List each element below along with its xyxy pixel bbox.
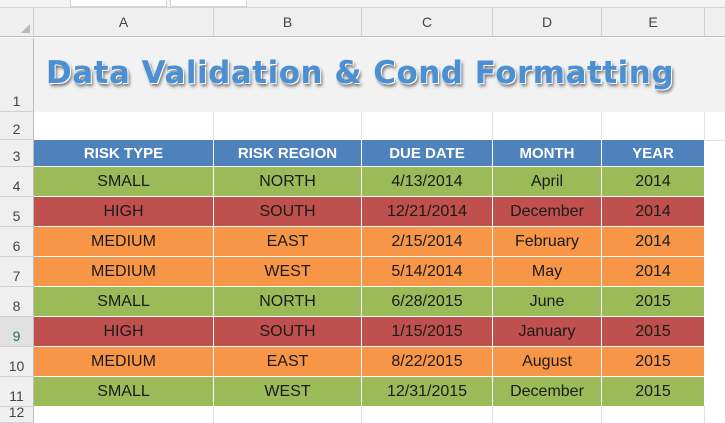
cell-month[interactable]: June xyxy=(493,287,602,317)
cell-due-date[interactable]: 12/31/2015 xyxy=(362,377,493,407)
cell-month[interactable]: December xyxy=(493,377,602,407)
sheet-tab[interactable] xyxy=(170,0,247,7)
cell-risk-region[interactable]: WEST xyxy=(214,257,362,287)
title-cell[interactable] xyxy=(34,38,725,112)
row-header-6[interactable]: 6 xyxy=(0,227,34,257)
cell-month[interactable]: April xyxy=(493,167,602,197)
row-header-9[interactable]: 9 xyxy=(0,317,34,347)
cell-due-date[interactable]: 2/15/2014 xyxy=(362,227,493,257)
column-headers: A B C D E xyxy=(0,8,725,38)
column-header-e[interactable]: E xyxy=(602,8,705,37)
cell-year[interactable]: 2014 xyxy=(602,167,705,197)
empty-row[interactable] xyxy=(34,112,725,141)
cell-year[interactable]: 2014 xyxy=(602,257,705,287)
empty-row[interactable] xyxy=(34,406,725,423)
column-header-d[interactable]: D xyxy=(493,8,602,37)
cell-risk-type[interactable]: MEDIUM xyxy=(34,257,214,287)
row-header-1[interactable]: 1 xyxy=(0,38,34,112)
cell-month[interactable]: August xyxy=(493,347,602,377)
header-risk-region[interactable]: RISK REGION xyxy=(214,140,362,167)
cell-risk-region[interactable]: SOUTH xyxy=(214,317,362,347)
header-risk-type[interactable]: RISK TYPE xyxy=(34,140,214,167)
cell-due-date[interactable]: 5/14/2014 xyxy=(362,257,493,287)
row-header-8[interactable]: 8 xyxy=(0,287,34,317)
row-header-5[interactable]: 5 xyxy=(0,197,34,227)
cell-year[interactable]: 2014 xyxy=(602,197,705,227)
cell-risk-region[interactable]: NORTH xyxy=(214,167,362,197)
sheet-tabs-strip xyxy=(0,0,725,8)
cell-year[interactable]: 2015 xyxy=(602,377,705,407)
sheet-tab[interactable] xyxy=(70,0,167,7)
row-header-7[interactable]: 7 xyxy=(0,257,34,287)
header-year[interactable]: YEAR xyxy=(602,140,705,167)
cell-due-date[interactable]: 6/28/2015 xyxy=(362,287,493,317)
row-header-12[interactable]: 12 xyxy=(0,404,34,423)
cell-month[interactable]: February xyxy=(493,227,602,257)
cell-month[interactable]: May xyxy=(493,257,602,287)
header-due-date[interactable]: DUE DATE xyxy=(362,140,493,167)
column-header-c[interactable]: C xyxy=(362,8,493,37)
cell-risk-region[interactable]: NORTH xyxy=(214,287,362,317)
cell-risk-type[interactable]: HIGH xyxy=(34,197,214,227)
cell-risk-type[interactable]: SMALL xyxy=(34,377,214,407)
column-header-b[interactable]: B xyxy=(214,8,362,37)
cell-month[interactable]: December xyxy=(493,197,602,227)
cell-year[interactable]: 2014 xyxy=(602,227,705,257)
sheet-title: Data Validation & Cond Formatting xyxy=(46,55,675,91)
cell-year[interactable]: 2015 xyxy=(602,287,705,317)
cell-risk-region[interactable]: EAST xyxy=(214,347,362,377)
cell-risk-type[interactable]: SMALL xyxy=(34,287,214,317)
cell-risk-region[interactable]: EAST xyxy=(214,227,362,257)
row-header-2[interactable]: 2 xyxy=(0,112,34,140)
cell-month[interactable]: January xyxy=(493,317,602,347)
cell-year[interactable]: 2015 xyxy=(602,317,705,347)
row-header-10[interactable]: 10 xyxy=(0,347,34,377)
cell-due-date[interactable]: 4/13/2014 xyxy=(362,167,493,197)
cell-risk-type[interactable]: MEDIUM xyxy=(34,347,214,377)
cell-risk-type[interactable]: SMALL xyxy=(34,167,214,197)
row-header-11[interactable]: 11 xyxy=(0,377,34,407)
cell-due-date[interactable]: 8/22/2015 xyxy=(362,347,493,377)
cell-risk-type[interactable]: MEDIUM xyxy=(34,227,214,257)
select-all-corner[interactable] xyxy=(0,8,34,37)
row-header-4[interactable]: 4 xyxy=(0,167,34,197)
row-header-3[interactable]: 3 xyxy=(0,140,34,167)
cell-risk-region[interactable]: SOUTH xyxy=(214,197,362,227)
cell-risk-type[interactable]: HIGH xyxy=(34,317,214,347)
cell-due-date[interactable]: 12/21/2014 xyxy=(362,197,493,227)
column-header-f[interactable] xyxy=(705,8,725,37)
cell-due-date[interactable]: 1/15/2015 xyxy=(362,317,493,347)
column-header-a[interactable]: A xyxy=(34,8,214,37)
cell-risk-region[interactable]: WEST xyxy=(214,377,362,407)
cell-year[interactable]: 2015 xyxy=(602,347,705,377)
header-month[interactable]: MONTH xyxy=(493,140,602,167)
